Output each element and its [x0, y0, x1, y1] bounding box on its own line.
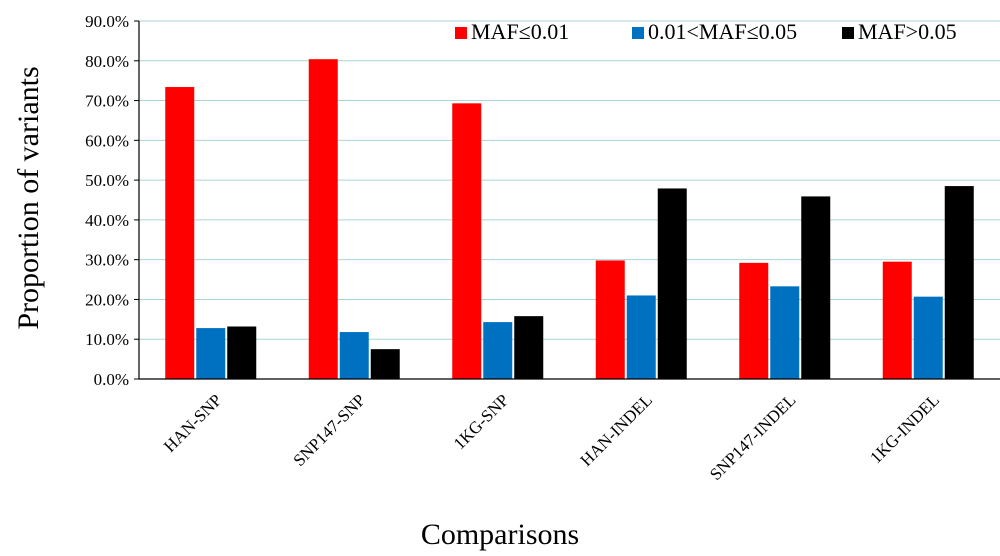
legend-label-series-3: MAF>0.05	[858, 19, 957, 44]
x-axis-title: Comparisons	[421, 518, 579, 551]
bar-han-snp-series-1	[165, 87, 195, 379]
y-tick-label: 90.0%	[85, 12, 129, 31]
bar-1kg-snp-series-3	[514, 316, 544, 379]
y-tick-label: 20.0%	[85, 290, 129, 309]
y-tick-label: 40.0%	[85, 211, 129, 230]
bar-1kg-indel-series-2	[913, 296, 943, 379]
y-tick-label: 30.0%	[85, 251, 129, 270]
y-tick-label: 70.0%	[85, 92, 129, 111]
y-tick-label: 50.0%	[85, 171, 129, 190]
x-tick-label: HAN-INDEL	[577, 390, 657, 470]
legend: MAF≤0.01 0.01<MAF≤0.05 MAF>0.05	[455, 19, 957, 44]
x-tick-label: SNP147-SNP	[289, 390, 369, 470]
bar-han-indel-series-2	[626, 295, 656, 379]
y-tick-label: 0.0%	[94, 370, 129, 389]
y-tick-label: 10.0%	[85, 330, 129, 349]
legend-label-series-2: 0.01<MAF≤0.05	[648, 19, 797, 44]
y-tick-label: 60.0%	[85, 131, 129, 150]
legend-swatch-series-3	[842, 27, 854, 39]
x-axis-ticks: HAN-SNP SNP147-SNP 1KG-SNP HAN-INDEL SNP147-…	[160, 390, 943, 484]
bar-han-snp-series-2	[196, 328, 226, 379]
bars	[165, 59, 974, 379]
x-tick-label: 1KG-SNP	[450, 390, 513, 453]
bar-snp147-snp-series-3	[370, 349, 400, 379]
bar-snp147-indel-series-1	[739, 262, 769, 379]
bar-snp147-indel-series-2	[770, 286, 800, 379]
bar-1kg-snp-series-2	[483, 322, 513, 379]
bar-1kg-snp-series-1	[452, 103, 482, 379]
y-tick-label: 80.0%	[85, 52, 129, 71]
y-axis-title: Proportion of variants	[12, 66, 45, 329]
x-tick-label: HAN-SNP	[160, 390, 226, 456]
legend-swatch-series-1	[455, 27, 467, 39]
gridlines	[139, 20, 1000, 340]
bar-snp147-snp-series-2	[339, 332, 369, 379]
bar-1kg-indel-series-1	[882, 261, 912, 379]
bar-han-snp-series-3	[227, 326, 257, 379]
legend-swatch-series-2	[632, 27, 644, 39]
axes	[138, 21, 1000, 380]
bar-snp147-indel-series-3	[801, 196, 831, 379]
y-axis-ticks: 0.0% 10.0% 20.0% 30.0% 40.0% 50.0% 60.0% 70.0% 8…	[85, 12, 139, 389]
bar-1kg-indel-series-3	[944, 186, 974, 379]
x-tick-label: 1KG-INDEL	[866, 390, 943, 467]
legend-label-series-1: MAF≤0.01	[471, 19, 569, 44]
bar-han-indel-series-3	[657, 188, 687, 379]
bar-snp147-snp-series-1	[308, 59, 338, 379]
x-tick-label: SNP147-INDEL	[706, 390, 800, 484]
bar-han-indel-series-1	[595, 260, 625, 379]
